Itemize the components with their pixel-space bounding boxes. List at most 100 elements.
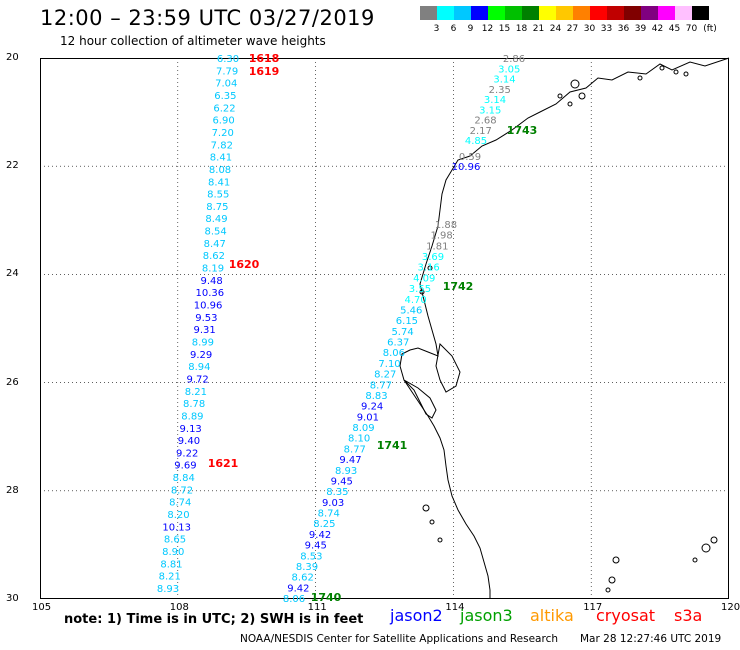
legend-tick-label: 70	[685, 24, 698, 34]
wave-height-label: 6.15	[396, 316, 418, 327]
satellite-name: jason3	[460, 606, 513, 625]
wave-height-label: 8.10	[348, 434, 370, 445]
pass-id-label: 1740	[311, 591, 342, 604]
wave-height-label: 8.99	[192, 337, 214, 348]
wave-height-label: 7.04	[215, 79, 237, 90]
wave-height-label: 8.54	[204, 227, 226, 238]
island-shape	[659, 65, 665, 71]
wave-height-label: 9.47	[339, 455, 361, 466]
island-shape	[673, 69, 679, 75]
wave-height-label: 9.69	[174, 461, 196, 472]
wave-height-label: 9.13	[180, 424, 202, 435]
wave-height-label: 2.86	[503, 54, 525, 65]
wave-height-label: 10.96	[194, 301, 223, 312]
wave-height-label: 8.93	[157, 584, 179, 595]
wave-height-label: 7.20	[212, 128, 234, 139]
wave-height-label: 6.30	[217, 54, 239, 65]
legend-tick-label: 3	[433, 24, 440, 34]
satellite-name: cryosat	[596, 606, 656, 625]
wave-height-label: 8.77	[370, 380, 392, 391]
island-shape	[608, 576, 616, 584]
wave-height-label: 9.03	[322, 498, 344, 509]
wave-height-label: 9.72	[187, 374, 209, 385]
inlet-outline	[403, 379, 437, 419]
legend-tick-label: 21	[532, 24, 545, 34]
wave-height-label: 8.94	[188, 362, 210, 373]
island-shape	[429, 519, 435, 525]
wave-height-label: 1.98	[431, 231, 453, 242]
legend-swatch	[505, 6, 522, 20]
pass-id-label: 1742	[443, 280, 474, 293]
wave-height-label: 9.48	[200, 276, 222, 287]
wave-height-label: 7.10	[378, 359, 400, 370]
wave-height-label: 4.85	[465, 136, 487, 147]
wave-height-label: 6.35	[214, 91, 236, 102]
wave-height-label: 8.53	[300, 551, 322, 562]
island-shape	[710, 536, 718, 544]
wave-height-label: 5.46	[400, 305, 422, 316]
legend-swatch	[607, 6, 624, 20]
wave-height-label: 10.36	[196, 288, 225, 299]
wave-height-label: 6.22	[213, 103, 235, 114]
coastline	[399, 57, 730, 599]
color-legend: 3 6 9 12 15 18 21 24 27 30 33 36 39 42 45 70 (ft)	[420, 6, 717, 38]
wave-height-label: 9.22	[176, 448, 198, 459]
legend-tick-label: 24	[549, 24, 562, 34]
legend-swatch	[624, 6, 641, 20]
wave-height-label: 8.77	[344, 444, 366, 455]
wave-height-label: 8.19	[202, 264, 224, 275]
wave-height-label: 2.68	[474, 116, 496, 127]
wave-height-label: 3.15	[479, 105, 501, 116]
wave-height-label: 8.93	[335, 466, 357, 477]
wave-height-label: 3.05	[498, 64, 520, 75]
wave-height-label: 9.45	[331, 476, 353, 487]
wave-height-label: 8.81	[160, 559, 182, 570]
wave-height-label: 10.96	[452, 162, 481, 173]
island-shape	[578, 92, 586, 100]
latitude-label: 30	[6, 593, 19, 604]
wave-height-label: 9.24	[361, 402, 383, 413]
page-subtitle: 12 hour collection of altimeter wave hei…	[60, 34, 326, 48]
wave-height-label: 8.49	[205, 214, 227, 225]
longitude-label: 108	[169, 602, 189, 613]
wave-height-label: 8.27	[374, 370, 396, 381]
wave-height-label: 8.06	[283, 594, 305, 605]
legend-tick-label: 39	[634, 24, 647, 34]
longitude-label: 105	[32, 602, 52, 613]
wave-height-label: 8.21	[159, 572, 181, 583]
longitude-label: 117	[583, 602, 603, 613]
bay-outline	[435, 342, 461, 393]
legend-color-bar	[420, 6, 709, 20]
legend-swatch	[522, 6, 539, 20]
island-shape	[419, 289, 425, 295]
latitude-label: 26	[6, 376, 19, 388]
timestamp: Mar 28 12:27:46 UTC 2019	[580, 633, 722, 645]
pass-id-label: 1741	[377, 439, 408, 452]
wave-height-label: 8.41	[210, 153, 232, 164]
legend-swatch	[556, 6, 573, 20]
pass-id-label: 1619	[249, 65, 280, 78]
legend-tick-label: 36	[617, 24, 630, 34]
pass-id-label: 1621	[208, 457, 239, 470]
map-frame	[40, 58, 729, 599]
wave-height-label: 7.82	[211, 140, 233, 151]
wave-height-label: 8.21	[185, 387, 207, 398]
footer-note: note: 1) Time is in UTC; 2) SWH is in fe…	[64, 612, 364, 627]
island-shape	[427, 265, 433, 271]
island-shape	[557, 93, 563, 99]
wave-height-label: 0.59	[459, 152, 481, 163]
legend-tick-label: 33	[600, 24, 613, 34]
legend-swatch	[437, 6, 454, 20]
pass-id-label: 1743	[507, 124, 538, 137]
wave-height-label: 3.69	[422, 252, 444, 263]
wave-height-label: 1.81	[426, 241, 448, 252]
wave-height-label: 8.09	[352, 423, 374, 434]
wave-height-label: 8.20	[167, 510, 189, 521]
wave-height-label: 8.62	[203, 251, 225, 262]
wave-height-label: 5.74	[391, 327, 413, 338]
wave-height-label: 9.29	[190, 350, 212, 361]
longitude-label: 111	[307, 602, 327, 613]
island-shape	[437, 537, 443, 543]
wave-height-label: 8.84	[173, 473, 195, 484]
longitude-label: 120	[721, 602, 740, 613]
